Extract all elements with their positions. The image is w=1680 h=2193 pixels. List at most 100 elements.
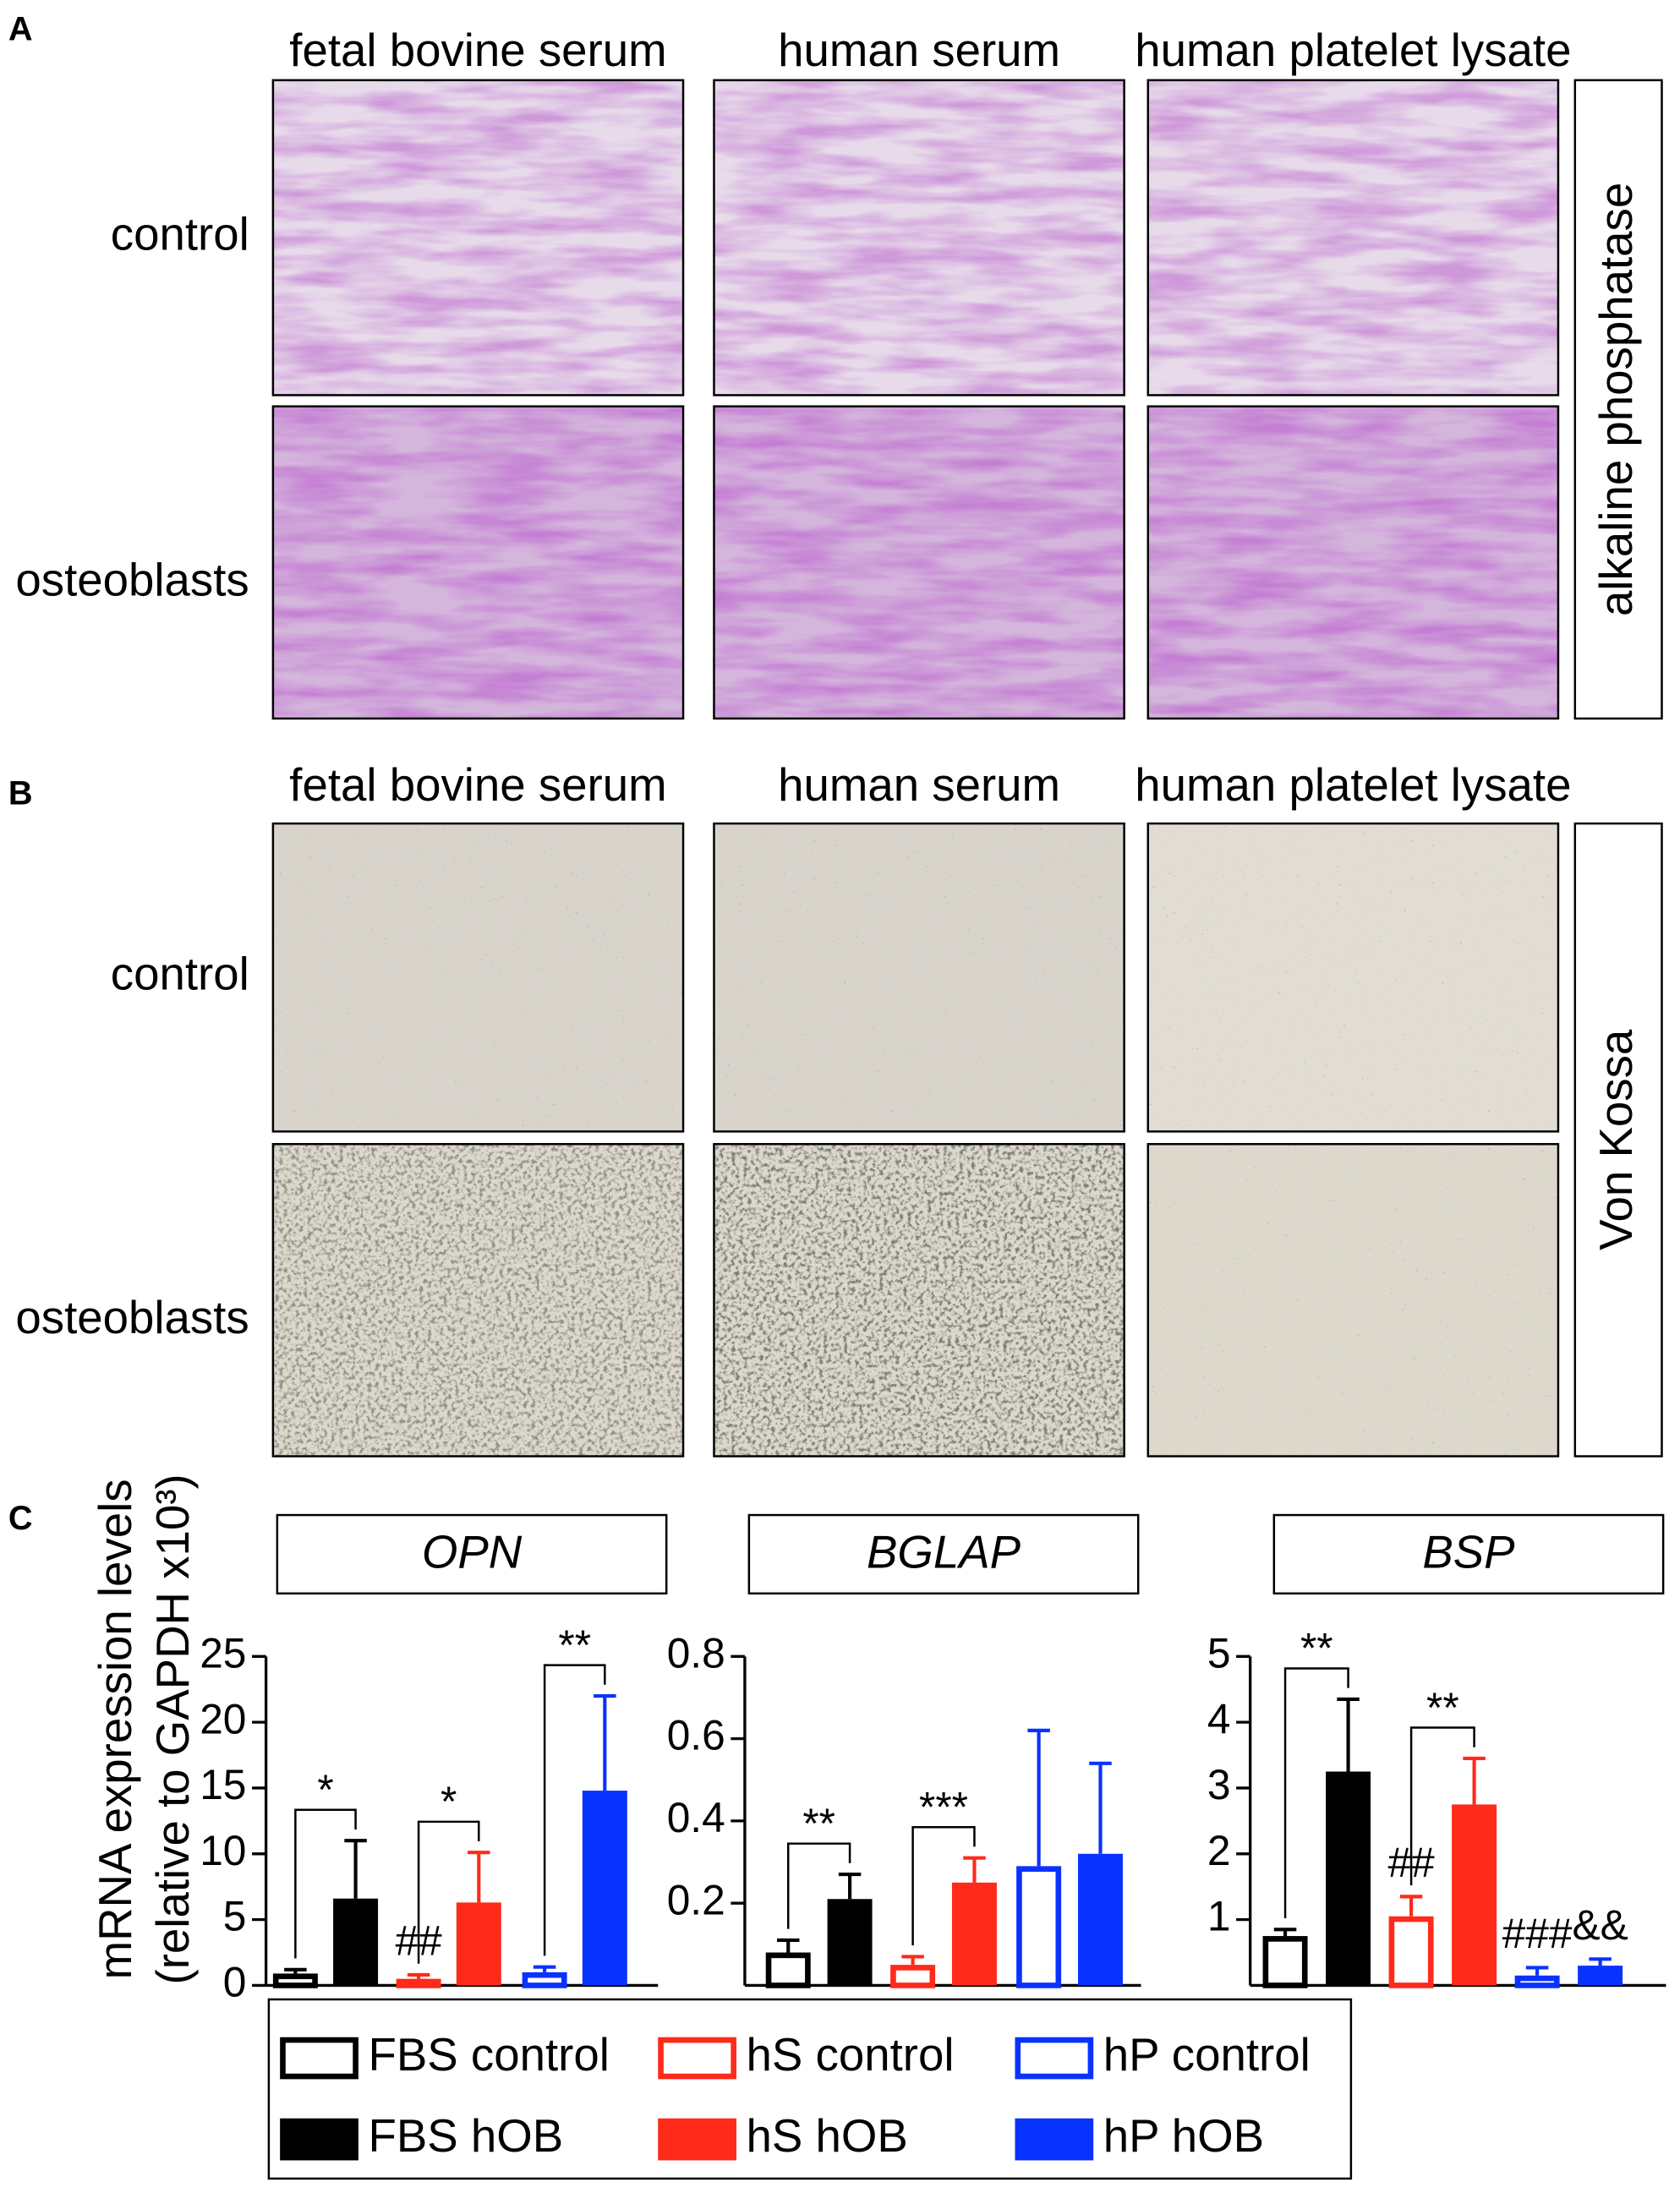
significance-bracket bbox=[911, 1825, 976, 1946]
significance-label: * bbox=[441, 1778, 457, 1825]
micrograph-border bbox=[713, 79, 1125, 396]
column-label: human platelet lysate bbox=[1135, 759, 1571, 811]
bar bbox=[582, 1791, 627, 1986]
y-tick-label: 15 bbox=[200, 1761, 246, 1808]
micrograph-stain bbox=[1147, 823, 1558, 1132]
micrograph-border bbox=[1146, 79, 1560, 396]
stain-box bbox=[1573, 79, 1663, 720]
y-tick-label: 20 bbox=[200, 1695, 246, 1742]
micrograph-border bbox=[1146, 822, 1560, 1133]
micrograph-border bbox=[1146, 1143, 1560, 1457]
chart-title-box bbox=[1272, 1513, 1665, 1595]
legend-label: FBS control bbox=[368, 2029, 609, 2081]
bar bbox=[396, 1978, 441, 1988]
y-tick-label: 25 bbox=[200, 1629, 246, 1676]
y-tick-label: 0.2 bbox=[667, 1876, 725, 1923]
y-tick-label: 4 bbox=[1207, 1695, 1231, 1742]
micrograph-stain bbox=[1147, 1144, 1558, 1457]
legend-swatch bbox=[658, 2118, 736, 2161]
micrograph-stain bbox=[272, 1144, 684, 1457]
micrograph-border bbox=[713, 405, 1125, 720]
y-axis-label: mRNA expression levels bbox=[90, 1479, 141, 1979]
bar bbox=[1514, 1975, 1560, 1988]
bar bbox=[951, 1882, 997, 1986]
micrograph-stain bbox=[272, 406, 684, 719]
row-label: control bbox=[111, 209, 249, 260]
y-tick-label: 0.8 bbox=[667, 1629, 725, 1676]
significance-label: * bbox=[317, 1766, 333, 1813]
legend-swatch bbox=[280, 2118, 358, 2161]
micrograph-stain bbox=[714, 1144, 1125, 1457]
y-tick-label: 0 bbox=[223, 1959, 247, 2006]
y-tick-label: 10 bbox=[200, 1827, 246, 1874]
stain-label: Von Kossa bbox=[1590, 1029, 1642, 1250]
y-tick-label: 5 bbox=[223, 1893, 247, 1940]
bar bbox=[1578, 1966, 1623, 1986]
panel-letter: C bbox=[8, 1500, 33, 1537]
stain-box bbox=[1573, 822, 1663, 1457]
significance-label: ** bbox=[1426, 1684, 1459, 1731]
legend-label: hP hOB bbox=[1103, 2110, 1264, 2162]
bar bbox=[333, 1898, 379, 1986]
significance-label: ** bbox=[558, 1622, 591, 1669]
micrograph-border bbox=[271, 405, 685, 720]
micrograph-border bbox=[713, 822, 1125, 1133]
legend-box bbox=[267, 1998, 1353, 2180]
micrograph-stain bbox=[272, 823, 684, 1132]
column-label: fetal bovine serum bbox=[289, 759, 666, 811]
row-label: osteoblasts bbox=[15, 1292, 249, 1343]
panel-letter: B bbox=[8, 774, 33, 812]
bar bbox=[1326, 1771, 1371, 1986]
micrograph-stain bbox=[714, 406, 1125, 719]
bar bbox=[272, 1973, 318, 1988]
significance-bracket bbox=[543, 1664, 606, 1956]
y-tick-label: 5 bbox=[1207, 1629, 1231, 1676]
y-tick-label: 0.6 bbox=[667, 1712, 725, 1759]
bar bbox=[1262, 1936, 1308, 1988]
micrograph-stain bbox=[1147, 406, 1558, 719]
micrograph-stain bbox=[714, 823, 1125, 1132]
bar bbox=[1388, 1916, 1434, 1988]
significance-mark: && bbox=[1572, 1901, 1628, 1949]
micrograph-stain bbox=[714, 79, 1125, 396]
legend-swatch bbox=[280, 2037, 358, 2080]
bar bbox=[827, 1899, 873, 1986]
micrograph-border bbox=[271, 822, 685, 1133]
significance-label: ** bbox=[802, 1800, 835, 1847]
column-label: fetal bovine serum bbox=[289, 25, 666, 76]
significance-label: ** bbox=[1300, 1625, 1333, 1672]
stain-label: alkaline phosphatase bbox=[1590, 183, 1642, 616]
significance-bracket bbox=[1283, 1667, 1349, 1919]
micrograph-stain bbox=[272, 79, 684, 396]
bar bbox=[456, 1902, 501, 1986]
significance-bracket bbox=[1409, 1726, 1475, 1886]
chart-title: BGLAP bbox=[867, 1527, 1021, 1578]
row-label: osteoblasts bbox=[15, 555, 249, 606]
micrograph-border bbox=[271, 79, 685, 396]
y-tick-label: 1 bbox=[1207, 1893, 1231, 1940]
legend-label: hP control bbox=[1103, 2029, 1311, 2081]
row-label: control bbox=[111, 949, 249, 1000]
significance-bracket bbox=[294, 1808, 357, 1959]
bar bbox=[1016, 1866, 1062, 1988]
y-tick-label: 0.4 bbox=[667, 1794, 725, 1841]
significance-label: *** bbox=[919, 1783, 968, 1830]
legend-label: FBS hOB bbox=[368, 2110, 563, 2162]
legend-swatch bbox=[1015, 2118, 1094, 2161]
bar bbox=[765, 1952, 811, 1988]
legend-label: hS control bbox=[747, 2029, 955, 2081]
micrograph-border bbox=[271, 1143, 685, 1457]
bar bbox=[522, 1972, 567, 1988]
micrograph-border bbox=[1146, 405, 1560, 720]
bar bbox=[1452, 1804, 1497, 1986]
panel-letter: A bbox=[8, 10, 33, 47]
bar bbox=[1077, 1853, 1123, 1986]
chart-title: BSP bbox=[1422, 1527, 1515, 1578]
micrograph-stain bbox=[1147, 79, 1558, 396]
y-tick-label: 3 bbox=[1207, 1761, 1231, 1808]
significance-bracket bbox=[786, 1842, 851, 1929]
legend-label: hS hOB bbox=[747, 2110, 908, 2162]
column-label: human platelet lysate bbox=[1135, 25, 1571, 76]
significance-mark: ## bbox=[1387, 1839, 1435, 1886]
y-axis-label: (relative to GAPDH x10³) bbox=[147, 1474, 199, 1984]
